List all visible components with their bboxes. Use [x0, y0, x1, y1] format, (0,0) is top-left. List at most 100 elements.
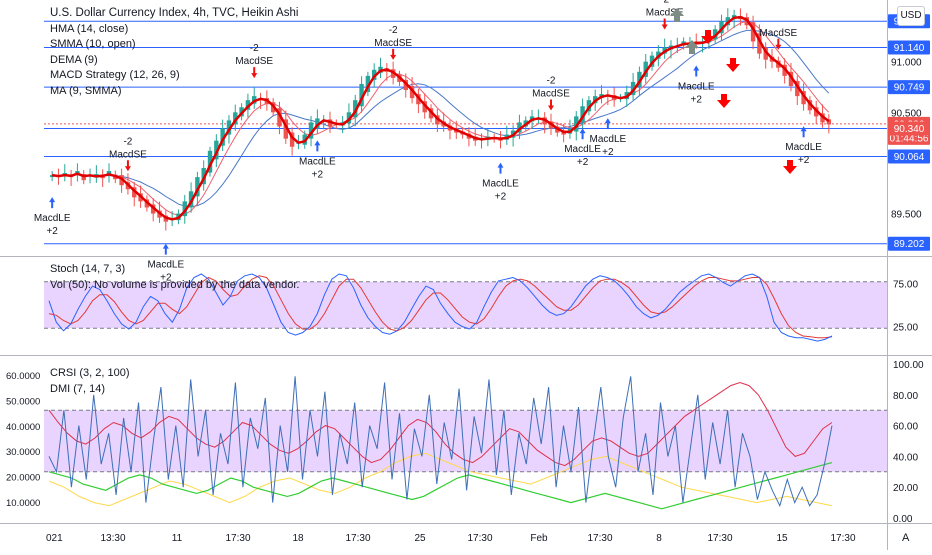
price-label-badge: [888, 121, 930, 136]
signal-label: MacdSE: [646, 8, 684, 19]
signal-qty: +2: [160, 273, 172, 284]
candle-body: [422, 101, 427, 113]
signal-label: MacdLE: [147, 260, 184, 271]
long-signal-arrow: [497, 162, 504, 174]
time-axis-tick: 17:30: [830, 533, 855, 544]
legend-crsi[interactable]: CRSI (3, 2, 100): [50, 367, 130, 379]
stoch-axis-tick: 75.00: [893, 280, 918, 291]
long-signal-arrow: [693, 65, 700, 77]
long-signal-arrow: [162, 243, 169, 255]
currency-button[interactable]: USD: [897, 6, 925, 26]
candle-body: [220, 128, 225, 146]
long-signal-arrow: [579, 128, 586, 140]
signal-label: MacdLE: [34, 213, 71, 224]
price-label-text: 90.064: [894, 152, 925, 163]
price-label-badge: [888, 149, 930, 164]
signal-qty: -2: [123, 136, 132, 147]
price-label-text: 90.749: [894, 83, 925, 94]
chart-title: U.S. Dollar Currency Index, 4h, TVC, Hei…: [50, 7, 299, 19]
price-axis-tick: 90.500: [891, 108, 922, 119]
crsi-right-axis-tick: 80.00: [893, 391, 918, 402]
stoch-legend: Stoch (14, 7, 3) Vol (50): No volume is …: [50, 262, 299, 293]
stoch-band: [44, 281, 887, 329]
time-axis-tick: 17:30: [225, 533, 250, 544]
smma-line: [52, 29, 830, 208]
signal-label: MacdSE: [109, 149, 147, 160]
candle-body: [132, 187, 137, 198]
candle-body: [826, 119, 832, 125]
signal-label: MacdLE: [589, 134, 626, 145]
candle-body: [630, 81, 636, 96]
candle-body: [315, 118, 320, 129]
candle-body: [188, 191, 194, 208]
long-signal-arrow: [800, 126, 807, 138]
legend-stoch[interactable]: Stoch (14, 7, 3): [50, 263, 126, 275]
price-label-text: 90.340: [894, 124, 925, 135]
stoch-axis-tick: 25.00: [893, 323, 918, 334]
signal-label: MacdSE: [374, 38, 412, 49]
short-signal-arrow: [390, 48, 397, 60]
dmi-left-axis-tick: 50.0000: [6, 396, 40, 407]
candle-body: [233, 112, 238, 125]
candle-body: [574, 116, 579, 132]
candle-body: [359, 83, 364, 107]
long-signal-arrow: [49, 197, 56, 209]
signal-qty: +2: [312, 169, 324, 180]
signal-qty: +2: [495, 192, 507, 203]
signal-qty: +2: [798, 155, 810, 166]
legend-ma[interactable]: MA (9, SMMA): [50, 84, 122, 97]
main-legend: U.S. Dollar Currency Index, 4h, TVC, Hei…: [50, 6, 298, 99]
candle-body: [788, 71, 794, 86]
short-signal-arrow: [775, 38, 782, 50]
price-label-text: 89.202: [894, 239, 925, 250]
legend-dema[interactable]: DEMA (9): [50, 53, 98, 66]
legend-smma[interactable]: SMMA (10, open): [50, 38, 136, 50]
candle-body: [195, 177, 200, 197]
long-signal-arrow: [604, 118, 611, 130]
time-axis-tick: 17:30: [467, 533, 492, 544]
long-signal-arrow: [314, 140, 321, 152]
candle-body: [182, 201, 187, 217]
candle-body: [750, 22, 756, 42]
signal-qty: -2: [547, 76, 556, 87]
forecast-down-arrow: [783, 160, 797, 174]
price-label-badge: [888, 40, 930, 55]
crsi-line: [48, 376, 833, 508]
time-axis-tick: 18: [292, 533, 304, 544]
time-axis-tick: 17:30: [345, 533, 370, 544]
price-axis-tick: 91.000: [891, 58, 922, 69]
candle-body: [580, 106, 585, 123]
auto-scale-button[interactable]: A: [902, 532, 910, 544]
crsi-legend: CRSI (3, 2, 100) DMI (7, 14): [50, 366, 129, 397]
short-signal-arrow: [251, 67, 258, 79]
forecast-down-arrow: [701, 30, 715, 44]
short-signal-arrow: [661, 18, 668, 30]
candle-body: [226, 120, 232, 135]
signal-label: MacdSE: [235, 56, 273, 67]
time-axis-tick: 15: [776, 533, 788, 544]
candle-body: [757, 33, 762, 54]
candle-body: [586, 100, 592, 112]
legend-dmi[interactable]: DMI (7, 14): [50, 382, 106, 395]
time-axis-tick: 8: [656, 533, 662, 544]
candle-body: [643, 61, 648, 77]
candle-body: [207, 150, 213, 173]
stoch-d-line: [48, 275, 833, 339]
legend-macd-strategy[interactable]: MACD Strategy (12, 26, 9): [50, 69, 180, 81]
dmi-minus-line: [48, 381, 833, 467]
forecast-down-arrow: [717, 94, 731, 108]
time-axis-tick: 021: [46, 533, 63, 544]
price-label-badge: [888, 236, 930, 251]
candle-body: [283, 119, 289, 139]
candle-body: [289, 132, 295, 147]
signal-label: MacdSE: [532, 89, 570, 100]
price-label-badge: [888, 80, 930, 95]
forecast-down-arrow: [726, 58, 740, 72]
legend-volume[interactable]: Vol (50): No volume is provided by the d…: [50, 278, 300, 291]
short-signal-arrow: [548, 99, 555, 111]
candle-body: [409, 85, 415, 99]
dmi-left-axis-tick: 30.0000: [6, 447, 40, 458]
signal-qty: +2: [602, 147, 614, 158]
legend-hma[interactable]: HMA (14, close): [50, 22, 129, 35]
